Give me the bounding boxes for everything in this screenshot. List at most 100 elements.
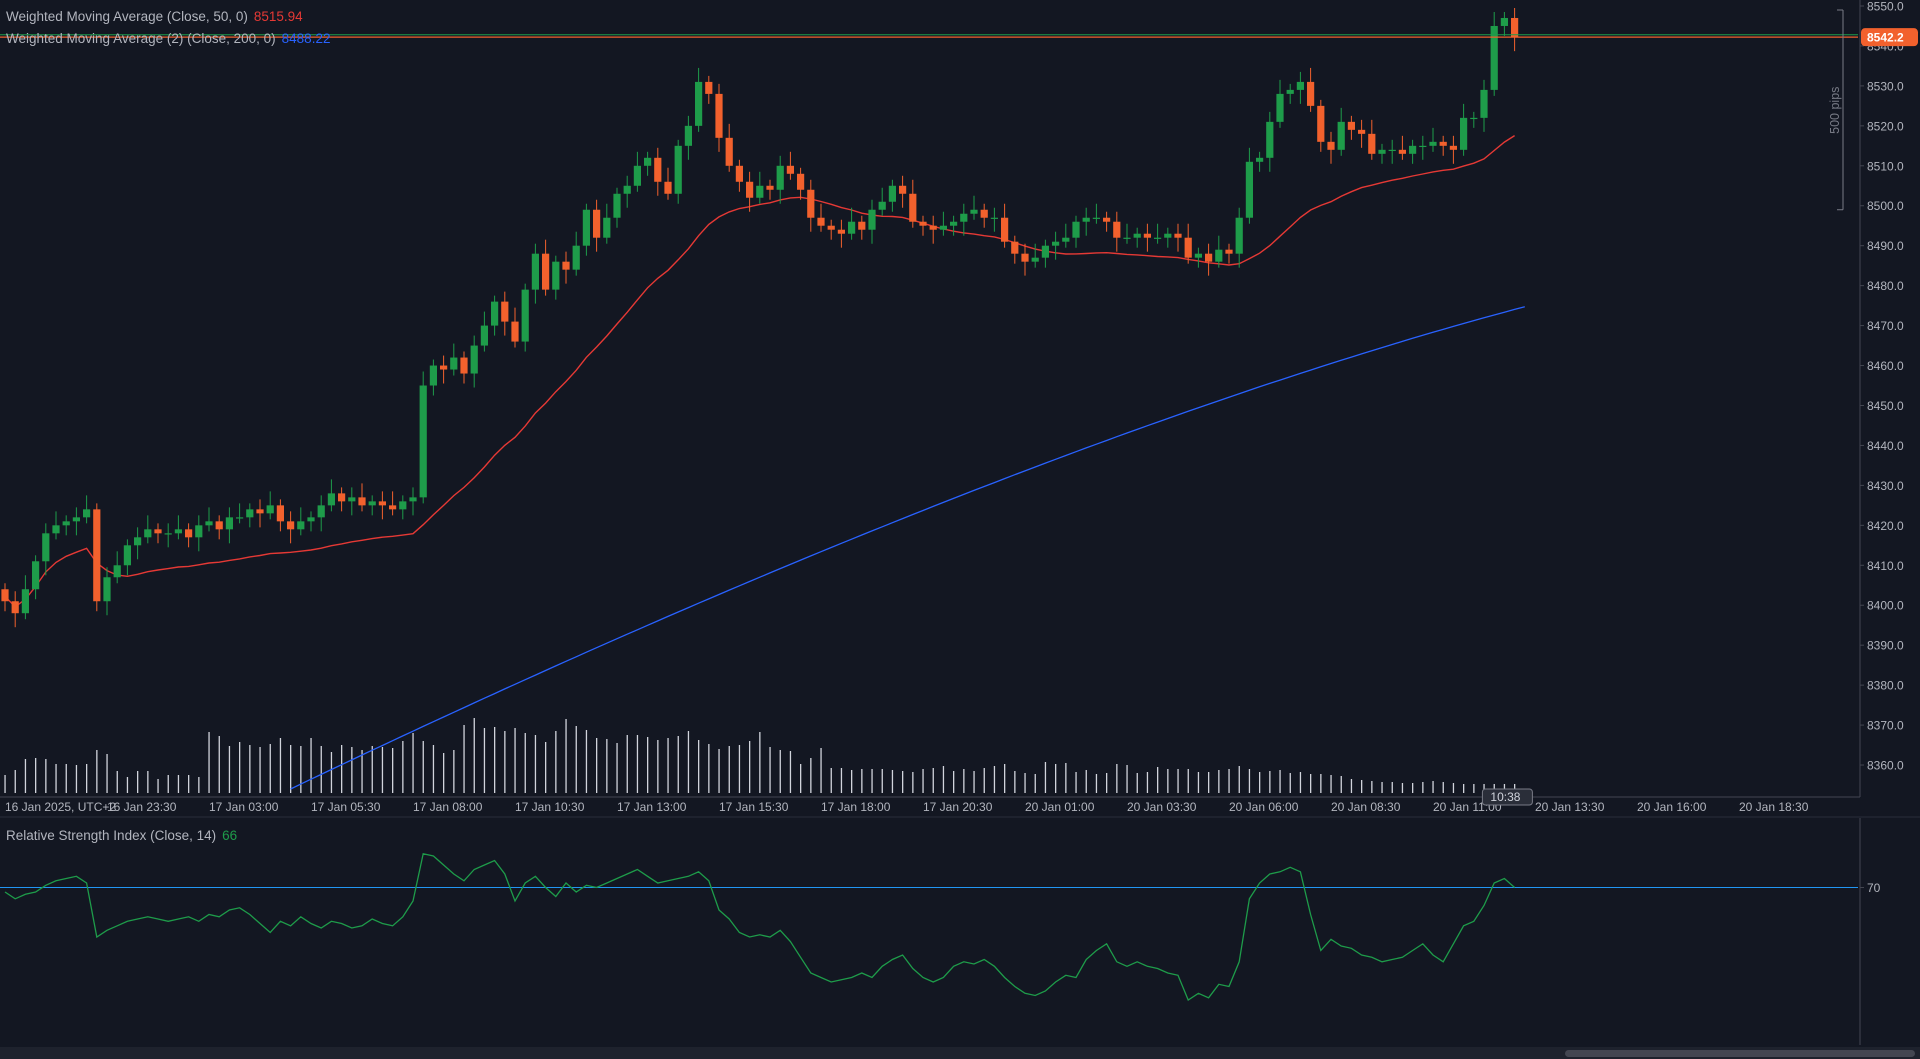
volume-bar <box>1483 784 1485 793</box>
candle-body <box>1347 121 1355 130</box>
candle-body <box>552 261 560 290</box>
volume-bar <box>1371 781 1373 793</box>
volume-bar <box>1238 766 1240 793</box>
candle-body <box>797 173 805 190</box>
volume-bar <box>545 742 547 793</box>
volume-bar <box>1279 770 1281 793</box>
volume-bar <box>208 732 210 793</box>
candle-body <box>1439 141 1447 146</box>
candle-body <box>429 365 437 386</box>
time-tick-label: 16 Jan 2025, UTC+2 <box>5 800 116 814</box>
crosshair-time-badge <box>1481 788 1533 806</box>
volume-bar <box>983 768 985 793</box>
volume-bar <box>422 741 424 793</box>
volume-bar <box>1228 769 1230 793</box>
volume-bar <box>534 735 537 793</box>
volume-bar <box>1167 769 1169 793</box>
candle-body <box>113 565 121 578</box>
volume-bar <box>341 745 343 793</box>
candle-body <box>338 493 346 502</box>
volume-bar <box>381 747 384 793</box>
current-price-badge[interactable] <box>1861 28 1918 47</box>
candle-body <box>684 125 692 146</box>
volume-bar <box>1340 776 1342 793</box>
volume-bar <box>1401 783 1404 793</box>
volume-bar <box>830 768 832 793</box>
price-tick-label: 8490.0 <box>1867 239 1904 253</box>
time-tick-label: 20 Jan 01:00 <box>1025 800 1095 814</box>
volume-bar <box>218 736 220 793</box>
candle-body <box>572 245 580 270</box>
legend-wma50-value: 8515.94 <box>253 9 303 24</box>
volume-bar <box>371 746 373 793</box>
legend-rsi-value: 66 <box>222 828 238 843</box>
candle-body <box>674 145 682 194</box>
volume-bar <box>361 750 363 793</box>
volume-bar <box>1085 770 1087 793</box>
volume-bar <box>96 750 98 793</box>
candle-body <box>960 213 968 222</box>
volume-bar <box>1218 770 1220 793</box>
legend-wma200-label: Weighted Moving Average (2) (Close, 200,… <box>6 31 276 46</box>
price-tick-label: 8370.0 <box>1867 719 1904 733</box>
candle-body <box>164 533 172 535</box>
volume-bar <box>126 777 129 793</box>
legend-wma50[interactable]: Weighted Moving Average (Close, 50, 0) 85… <box>6 9 303 24</box>
volume-bar <box>1187 769 1189 793</box>
volume-bar <box>1320 774 1322 793</box>
volume-bar <box>881 769 883 793</box>
candle-body <box>531 253 539 290</box>
candle-body <box>470 345 478 374</box>
time-tick-label: 17 Jan 03:00 <box>209 800 279 814</box>
volume-bar <box>861 769 863 793</box>
volume-bar <box>677 736 679 793</box>
price-tick-label: 8500.0 <box>1867 199 1904 213</box>
horizontal-scrollbar[interactable] <box>0 1047 1920 1059</box>
time-tick-label: 17 Jan 08:00 <box>413 800 483 814</box>
volume-bar <box>1463 784 1465 793</box>
crosshair-time-label: 10:38 <box>1490 790 1520 804</box>
volume-bar <box>320 746 322 793</box>
candle-body <box>358 497 366 506</box>
candle-body <box>1215 249 1223 262</box>
volume-bar <box>1126 765 1128 793</box>
legend-wma200[interactable]: Weighted Moving Average (2) (Close, 200,… <box>6 31 330 46</box>
candle-body <box>909 193 917 222</box>
candle-body <box>1021 253 1029 262</box>
volume-bar <box>1299 772 1302 793</box>
volume-bar <box>1044 762 1047 793</box>
volume-bar <box>871 769 873 793</box>
candle-body <box>1388 149 1396 152</box>
time-tick-label: 20 Jan 08:30 <box>1331 800 1401 814</box>
volume-bar <box>300 746 302 793</box>
candle-body <box>103 577 111 602</box>
candle-body <box>1062 237 1070 242</box>
candle-body <box>1 589 9 602</box>
scroll-thumb[interactable] <box>1565 1050 1915 1057</box>
candle-body <box>72 517 80 522</box>
candle-body <box>542 253 550 290</box>
candle-body <box>144 529 152 538</box>
candle-body <box>409 497 417 502</box>
volume-bar <box>789 751 792 793</box>
candle-body <box>756 185 764 198</box>
volume-bar <box>1034 774 1036 793</box>
candle-body <box>1103 217 1111 222</box>
price-tick-label: 8450.0 <box>1867 399 1904 413</box>
candle-body <box>848 221 856 234</box>
volume-bar <box>1248 769 1251 793</box>
volume-bar <box>239 742 241 793</box>
volume-bar <box>14 770 16 793</box>
candle-body <box>623 185 631 194</box>
candle-body <box>1409 145 1417 154</box>
candle-body <box>878 201 886 210</box>
price-tick-label: 8480.0 <box>1867 279 1904 293</box>
legend-rsi[interactable]: Relative Strength Index (Close, 14) 66 <box>6 828 237 843</box>
volume-bar <box>810 758 812 793</box>
candle-body <box>236 517 244 519</box>
candle-body <box>1245 161 1253 218</box>
candle-body <box>817 217 825 226</box>
candle-body <box>287 521 295 530</box>
